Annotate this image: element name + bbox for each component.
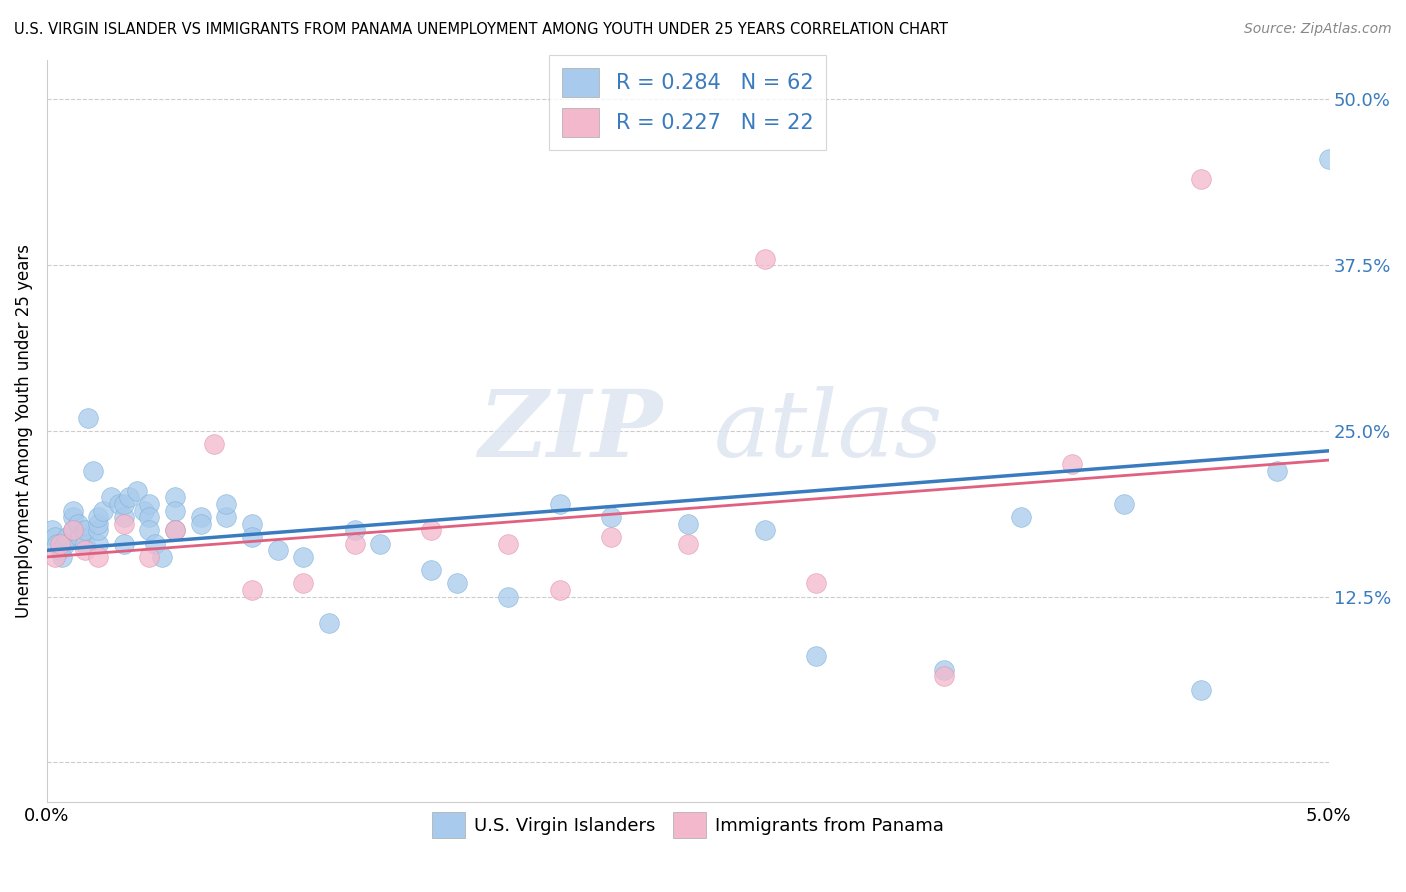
Point [51,549,73,564]
Point [46,536,69,550]
Point [87,516,110,531]
Point [112,536,135,550]
Point [165,524,187,538]
Point [240,583,263,598]
Point [75,536,97,550]
Point [1189,682,1212,697]
Point [420,524,443,538]
Point [125,483,148,498]
Point [62,503,84,517]
Point [77,410,100,425]
Point [112,516,135,531]
Point [56,530,79,544]
Point [498,590,520,604]
Point [318,616,340,631]
Point [215,497,238,511]
Point [498,536,520,550]
Point [62,524,84,538]
Point [87,536,110,550]
Point [66,516,89,531]
Point [87,549,110,564]
Point [190,516,212,531]
Point [118,490,141,504]
Point [548,497,571,511]
Point [934,669,956,683]
Point [343,524,366,538]
Point [53,536,76,550]
Point [138,549,160,564]
Point [1267,464,1289,478]
Point [804,649,827,664]
Point [676,536,699,550]
Point [134,503,156,517]
Point [150,549,173,564]
Point [41,524,63,538]
Text: U.S. VIRGIN ISLANDER VS IMMIGRANTS FROM PANAMA UNEMPLOYMENT AMONG YOUTH UNDER 25: U.S. VIRGIN ISLANDER VS IMMIGRANTS FROM … [14,22,948,37]
Text: atlas: atlas [713,386,943,476]
Point [62,524,84,538]
Point [1112,497,1135,511]
Point [87,510,110,524]
Point [165,524,187,538]
Point [240,516,263,531]
Point [1317,152,1340,166]
Point [112,497,135,511]
Legend: U.S. Virgin Islanders, Immigrants from Panama: U.S. Virgin Islanders, Immigrants from P… [425,805,950,846]
Point [48,543,70,558]
Point [202,437,225,451]
Point [82,464,104,478]
Point [240,530,263,544]
Point [165,503,187,517]
Point [75,524,97,538]
Point [548,583,571,598]
Point [138,497,160,511]
Point [190,510,212,524]
Point [107,497,129,511]
Point [754,252,776,266]
Text: ZIP: ZIP [478,386,662,476]
Point [600,510,623,524]
Point [100,490,122,504]
Point [87,524,110,538]
Point [91,503,114,517]
Point [676,516,699,531]
Point [266,543,288,558]
Point [600,530,623,544]
Point [215,510,238,524]
Point [1189,172,1212,186]
Point [804,576,827,591]
Point [754,524,776,538]
Y-axis label: Unemployment Among Youth under 25 years: Unemployment Among Youth under 25 years [15,244,32,618]
Point [143,536,166,550]
Point [420,563,443,577]
Point [138,510,160,524]
Text: Source: ZipAtlas.com: Source: ZipAtlas.com [1244,22,1392,37]
Point [44,549,66,564]
Point [1062,457,1084,471]
Point [48,536,70,550]
Point [343,536,366,550]
Point [44,530,66,544]
Point [165,490,187,504]
Point [69,530,91,544]
Point [934,663,956,677]
Point [446,576,468,591]
Point [292,576,315,591]
Point [368,536,391,550]
Point [1010,510,1032,524]
Point [112,510,135,524]
Point [138,524,160,538]
Point [75,543,97,558]
Point [292,549,315,564]
Point [62,510,84,524]
